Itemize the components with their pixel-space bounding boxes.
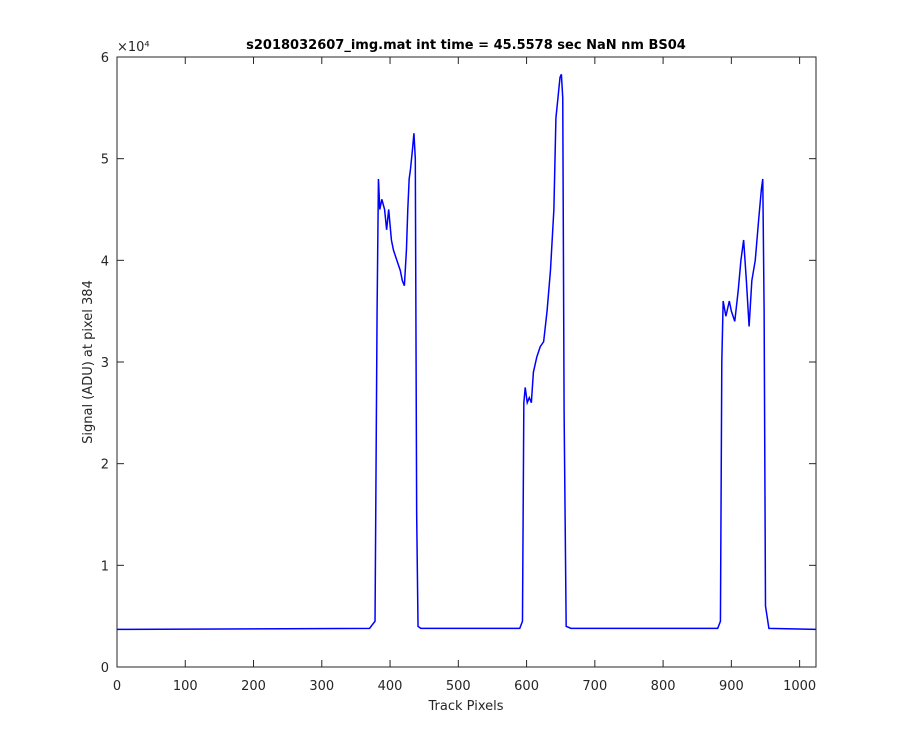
y-tick-label: 6	[101, 51, 109, 66]
y-tick-label: 5	[101, 153, 109, 168]
y-tick-label: 1	[101, 559, 109, 574]
y-exponent-label: ×10⁴	[117, 40, 150, 55]
x-tick-label: 700	[582, 679, 607, 694]
data-line	[116, 73, 817, 631]
x-tick-label: 600	[514, 679, 539, 694]
x-axis-label: Track Pixels	[428, 699, 504, 714]
y-tick-label: 2	[101, 458, 109, 473]
x-tick-label: 1000	[783, 679, 816, 694]
y-tick-label: 3	[101, 356, 109, 371]
x-tick-label: 800	[651, 679, 676, 694]
y-tick-label: 0	[101, 661, 109, 676]
chart-title: s2018032607_img.mat int time = 45.5578 s…	[246, 38, 686, 53]
x-tick-label: 500	[446, 679, 471, 694]
y-axis-label: Signal (ADU) at pixel 384	[81, 280, 96, 444]
x-tick-label: 0	[113, 679, 121, 694]
y-tick-label: 4	[101, 254, 109, 269]
axes-box	[116, 56, 817, 668]
x-tick-label: 200	[241, 679, 266, 694]
x-tick-label: 900	[719, 679, 744, 694]
x-tick-label: 300	[309, 679, 334, 694]
x-tick-label: 100	[173, 679, 198, 694]
x-tick-label: 400	[378, 679, 403, 694]
